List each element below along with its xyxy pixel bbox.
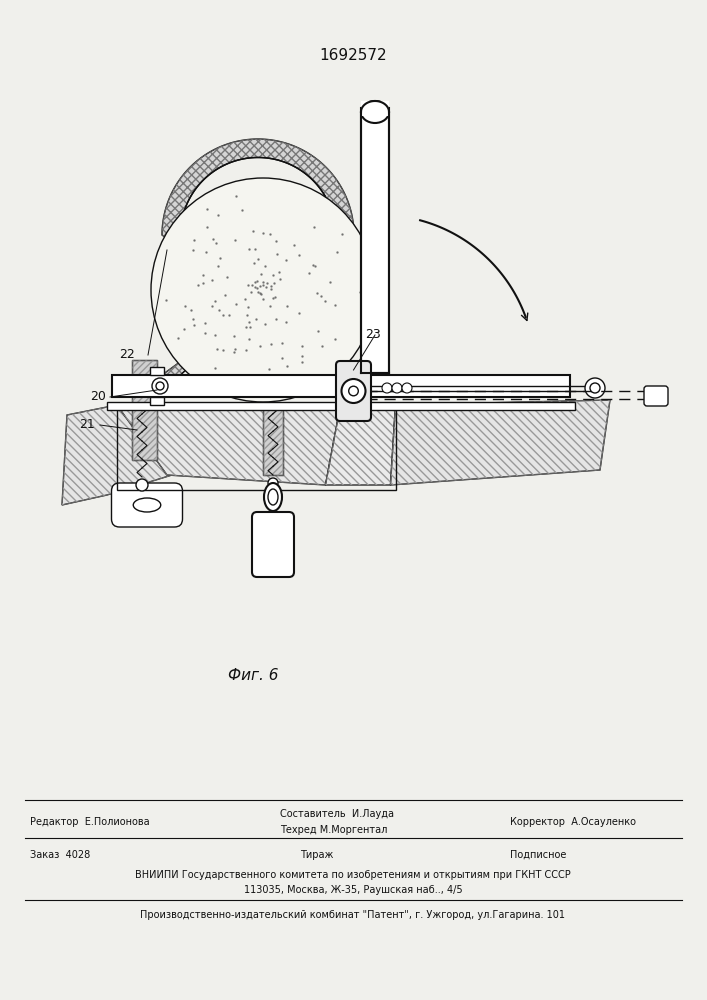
Circle shape xyxy=(585,378,605,398)
Polygon shape xyxy=(162,139,354,375)
FancyBboxPatch shape xyxy=(644,386,668,406)
Circle shape xyxy=(341,379,366,403)
Bar xyxy=(107,402,575,410)
Circle shape xyxy=(349,386,358,396)
Circle shape xyxy=(392,383,402,393)
Text: Подписное: Подписное xyxy=(510,850,566,860)
Bar xyxy=(117,405,395,490)
Text: 20: 20 xyxy=(90,390,106,403)
Circle shape xyxy=(268,478,278,488)
Circle shape xyxy=(151,178,375,402)
Bar xyxy=(361,101,389,116)
Text: 23: 23 xyxy=(365,328,381,342)
Bar xyxy=(361,108,389,373)
FancyBboxPatch shape xyxy=(336,361,371,421)
Text: Производственно-издательский комбинат "Патент", г. Ужгород, ул.Гагарина. 101: Производственно-издательский комбинат "П… xyxy=(141,910,566,920)
Text: 113035, Москва, Ж-35, Раушская наб.., 4/5: 113035, Москва, Ж-35, Раушская наб.., 4/… xyxy=(244,885,462,895)
Polygon shape xyxy=(325,405,395,485)
Text: Фиг. 6: Фиг. 6 xyxy=(228,668,279,683)
Bar xyxy=(150,397,164,405)
Ellipse shape xyxy=(264,483,282,511)
Circle shape xyxy=(156,382,164,390)
FancyBboxPatch shape xyxy=(112,483,182,527)
Bar xyxy=(150,367,164,375)
Circle shape xyxy=(590,383,600,393)
Polygon shape xyxy=(180,158,336,375)
Polygon shape xyxy=(62,405,172,505)
Text: Редактор  Е.Полионова: Редактор Е.Полионова xyxy=(30,817,150,827)
Circle shape xyxy=(382,383,392,393)
Ellipse shape xyxy=(361,101,389,123)
Polygon shape xyxy=(132,360,157,460)
Text: Корректор  А.Осауленко: Корректор А.Осауленко xyxy=(510,817,636,827)
Text: Составитель  И.Лауда: Составитель И.Лауда xyxy=(280,809,394,819)
Circle shape xyxy=(402,383,412,393)
Text: Заказ  4028: Заказ 4028 xyxy=(30,850,90,860)
Text: Тираж: Тираж xyxy=(300,850,334,860)
Circle shape xyxy=(152,378,168,394)
Circle shape xyxy=(136,479,148,491)
Polygon shape xyxy=(263,405,283,475)
Text: 22: 22 xyxy=(119,349,135,361)
Text: Техред М.Моргентал: Техред М.Моргентал xyxy=(280,825,387,835)
Ellipse shape xyxy=(133,498,160,512)
Text: 21: 21 xyxy=(79,418,95,432)
Text: 1692572: 1692572 xyxy=(319,48,387,63)
Polygon shape xyxy=(117,405,341,485)
Ellipse shape xyxy=(268,489,278,505)
Polygon shape xyxy=(390,400,610,485)
FancyBboxPatch shape xyxy=(252,512,294,577)
Bar xyxy=(112,375,570,397)
Text: ВНИИПИ Государственного комитета по изобретениям и открытиям при ГКНТ СССР: ВНИИПИ Государственного комитета по изоб… xyxy=(135,870,571,880)
